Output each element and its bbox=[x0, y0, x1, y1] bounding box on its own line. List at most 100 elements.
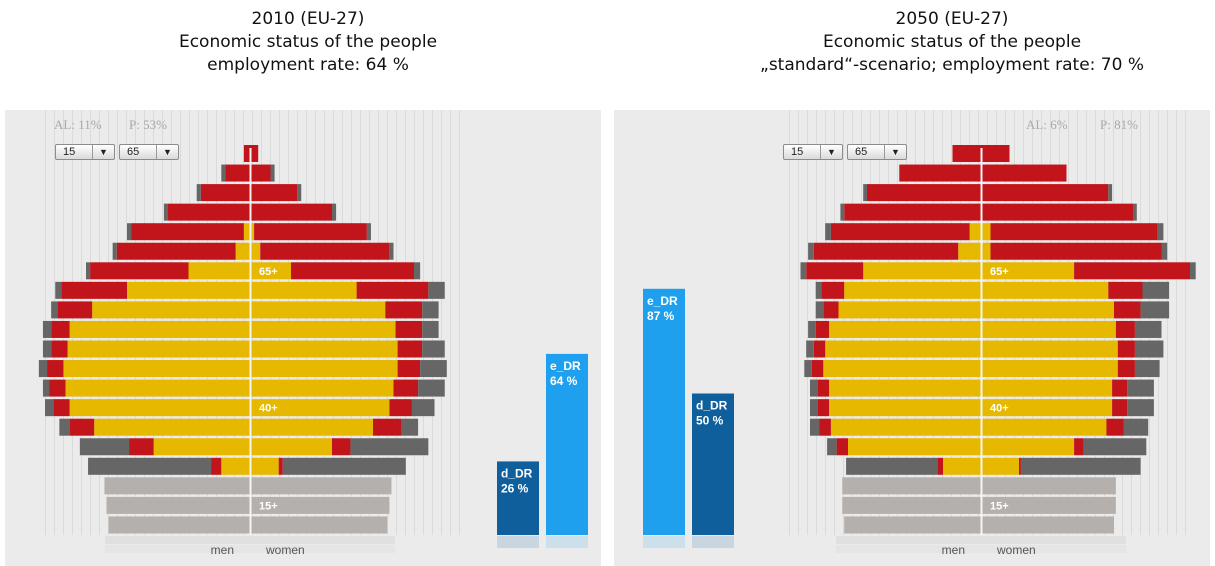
women-employed-bar bbox=[981, 418, 1107, 436]
men-employed-bar bbox=[848, 438, 981, 456]
women-employed-bar bbox=[981, 438, 1075, 456]
women-retired-bar bbox=[291, 262, 414, 280]
age-row-60-64 bbox=[815, 281, 1170, 299]
women-unemployed-bar bbox=[1161, 242, 1168, 260]
women-retired-bar bbox=[395, 320, 423, 338]
women-employed-bar bbox=[250, 262, 291, 280]
women-unemployed-bar bbox=[1020, 457, 1141, 475]
right-chart-title: 2050 (EU-27) Economic status of the peop… bbox=[692, 8, 1212, 77]
e_DR-bar bbox=[643, 288, 685, 535]
right-p-indicator: P: 81% bbox=[1100, 117, 1138, 132]
men-employed-bar bbox=[63, 360, 251, 378]
men-unemployed-bar bbox=[51, 301, 58, 319]
women-unemployed-bar bbox=[1190, 262, 1196, 280]
women-retired-bar bbox=[250, 184, 298, 202]
e_DR-bar bbox=[546, 353, 588, 535]
men-unemployed-bar bbox=[59, 418, 70, 436]
men-employed-bar bbox=[830, 418, 981, 436]
women-retired-bar bbox=[1106, 418, 1124, 436]
left-age-from-select[interactable]: 15 ▼ bbox=[55, 144, 115, 160]
chevron-down-icon: ▼ bbox=[820, 145, 842, 159]
women-retired-bar bbox=[1074, 438, 1084, 456]
men-unemployed-bar bbox=[800, 262, 807, 280]
men-retired-bar bbox=[937, 457, 943, 475]
women-unemployed-bar bbox=[1108, 184, 1113, 202]
chevron-down-icon: ▼ bbox=[156, 145, 178, 159]
e_DR-label: e_DR bbox=[550, 359, 581, 373]
women-employed-bar bbox=[981, 242, 991, 260]
men-employed-bar bbox=[943, 457, 981, 475]
left-age-to-select[interactable]: 65 ▼ bbox=[119, 144, 179, 160]
e_DR-label: e_DR bbox=[647, 294, 678, 308]
women-retired-bar bbox=[250, 164, 271, 182]
men-unemployed-bar bbox=[846, 457, 938, 475]
men-employed-bar bbox=[69, 320, 250, 338]
right-age-to-select[interactable]: 65 ▼ bbox=[847, 144, 907, 160]
age-row-50-54 bbox=[42, 320, 439, 338]
women-retired-bar bbox=[1117, 360, 1135, 378]
women-employed-bar bbox=[250, 320, 396, 338]
men-retired-bar bbox=[200, 184, 250, 202]
women-retired-bar bbox=[981, 164, 1067, 182]
women-unemployed-bar bbox=[1134, 340, 1164, 358]
age-row-85-89 bbox=[196, 184, 302, 202]
men-employed-bar bbox=[67, 340, 250, 358]
age-row-30-34 bbox=[810, 399, 1154, 417]
women-unemployed-bar bbox=[270, 164, 275, 182]
men-unemployed-bar bbox=[808, 242, 814, 260]
women-employed-bar bbox=[250, 438, 332, 456]
men-unemployed-bar bbox=[221, 164, 226, 182]
chevron-down-icon: ▼ bbox=[92, 145, 114, 159]
reflection-bar bbox=[105, 536, 395, 544]
age-row-15-19 bbox=[88, 457, 406, 475]
right-age-from-select[interactable]: 15 ▼ bbox=[783, 144, 843, 160]
women-retired-bar bbox=[250, 145, 259, 162]
men-unemployed-bar bbox=[840, 203, 845, 221]
men-retired-bar bbox=[817, 399, 829, 417]
men-employed-bar bbox=[235, 242, 250, 260]
age-row-20-24 bbox=[79, 438, 429, 456]
age-row-5-9 bbox=[842, 496, 1116, 514]
women-unemployed-bar bbox=[422, 301, 439, 319]
men-unemployed-bar bbox=[815, 281, 822, 299]
women-unemployed-bar bbox=[422, 340, 445, 358]
men-axis-label: men bbox=[942, 543, 965, 557]
women-unemployed-bar bbox=[414, 262, 421, 280]
men-retired-bar bbox=[830, 223, 970, 241]
right-title-line-2: Economic status of the people bbox=[822, 32, 1082, 52]
women-employed-bar bbox=[981, 360, 1118, 378]
age-row-50-54 bbox=[808, 320, 1162, 338]
women-retired-bar bbox=[1112, 379, 1128, 397]
women-employed-bar bbox=[250, 281, 357, 299]
men-employed-bar bbox=[221, 457, 250, 475]
women-retired-bar bbox=[356, 281, 429, 299]
men-retired-bar bbox=[51, 340, 68, 358]
women-employed-bar bbox=[250, 379, 394, 397]
men-children-bar bbox=[108, 516, 250, 534]
age-row-35-39 bbox=[42, 379, 445, 397]
age-row-80-84 bbox=[163, 203, 337, 221]
women-unemployed-bar bbox=[1127, 379, 1154, 397]
right-age-from-value: 15 bbox=[791, 146, 804, 158]
men-employed-bar bbox=[958, 242, 981, 260]
women-retired-bar bbox=[393, 379, 419, 397]
men-retired-bar bbox=[813, 242, 959, 260]
men-unemployed-bar bbox=[127, 223, 132, 241]
women-retired-bar bbox=[990, 223, 1158, 241]
women-retired-bar bbox=[397, 360, 421, 378]
age-row-45-49 bbox=[806, 340, 1164, 358]
men-retired-bar bbox=[129, 438, 154, 456]
men-employed-bar bbox=[838, 301, 981, 319]
men-unemployed-bar bbox=[42, 340, 52, 358]
men-axis-label: men bbox=[211, 543, 234, 557]
age-row-35-39 bbox=[810, 379, 1154, 397]
women-retired-bar bbox=[373, 418, 402, 436]
women-unemployed-bar bbox=[1142, 281, 1170, 299]
age-label: 65+ bbox=[990, 266, 1009, 278]
women-employed-bar bbox=[981, 223, 991, 241]
age-row-55-59 bbox=[815, 301, 1170, 319]
women-employed-bar bbox=[250, 360, 398, 378]
women-unemployed-bar bbox=[366, 223, 371, 241]
e_DR-value: 87 % bbox=[647, 309, 675, 323]
